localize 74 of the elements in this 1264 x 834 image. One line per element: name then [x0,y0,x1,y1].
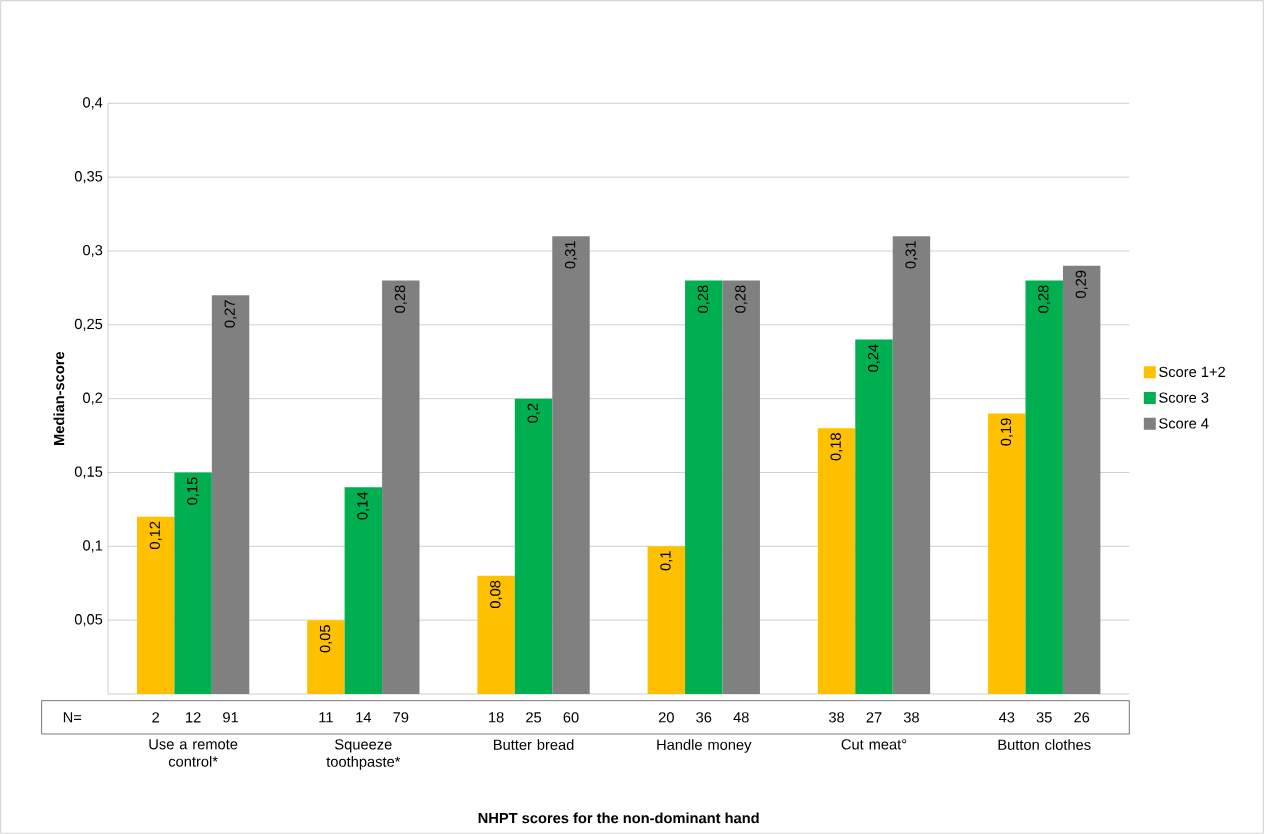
text: 2 [152,712,160,723]
text: N= [63,712,82,723]
x-tick-label: Squeeze toothpaste* [326,739,401,770]
x-tick-label: Cut meat° [841,739,907,750]
bar [1025,280,1063,694]
text: 26 [1074,712,1090,723]
data-label: 0,28 [394,285,407,313]
bar [647,546,686,694]
data-label: 0,24 [867,344,881,372]
bar [174,472,212,694]
text: 35 [1036,712,1052,723]
text: 14 [356,712,372,723]
text: 91 [223,712,239,723]
bar [1062,265,1101,694]
bar [307,620,345,694]
x-tick-label: Button clothes [998,739,1091,750]
x-axis-title: NHPT scores for the non-dominant hand [478,812,759,824]
data-label: 0,28 [697,285,710,313]
data-label: 0,14 [357,491,370,520]
y-tick-label: 0,2 [83,392,103,405]
text: 43 [998,712,1015,723]
bar [722,280,760,694]
legend-label: Score 1+2 [1159,366,1225,378]
bar [211,295,250,694]
data-label: 0,27 [224,300,237,328]
text: 60 [563,712,579,723]
bar [817,428,856,694]
data-label: 0,18 [830,433,843,461]
y-tick-label: 0,25 [74,318,103,331]
y-tick-label: 0,05 [74,614,103,627]
x-tick-label: Handle money [657,739,752,753]
data-label: 0,15 [187,477,200,505]
bar [514,398,553,694]
text: 79 [393,712,409,723]
y-tick-label: 0,3 [83,244,103,258]
bar [685,280,723,694]
bar [477,575,515,694]
bar [892,236,931,694]
data-label: 0,31 [905,241,918,269]
y-tick-label: 0,35 [74,171,103,184]
bar [136,516,175,694]
data-label: 0,19 [1000,418,1013,446]
text: 27 [866,712,882,723]
x-tick-label: Butter bread [494,739,574,750]
text: 11 [319,712,333,723]
data-label: 0,08 [490,580,503,609]
data-label: 0,12 [149,521,162,550]
text: 38 [828,712,845,723]
data-label: 0,05 [319,625,332,653]
y-tick-label: 0,4 [83,97,103,110]
bar [382,280,420,694]
bar [855,339,893,694]
data-label: 0,1 [660,551,673,571]
data-label: 0,31 [564,241,578,269]
data-label: 0,29 [1075,270,1088,298]
legend-label: Score 3 [1159,392,1209,403]
data-label: 0,2 [527,403,540,423]
x-tick-label: Use a remote control* [149,739,238,767]
text: 20 [658,712,674,723]
text: 12 [186,712,201,723]
data-label: 0,28 [735,285,748,313]
text: 38 [903,712,919,723]
y-tick-label: 0,1 [83,540,103,553]
legend-label: Score 4 [1159,418,1209,429]
data-label: 0,28 [1038,285,1051,313]
bar [988,413,1026,694]
text: 18 [489,712,504,723]
y-axis-title: Median-score [53,351,65,445]
text: 36 [696,712,712,723]
text: 48 [733,712,749,723]
bar [552,236,590,694]
text: 25 [526,712,542,723]
y-tick-label: 0,15 [74,466,103,479]
bar [344,487,383,694]
